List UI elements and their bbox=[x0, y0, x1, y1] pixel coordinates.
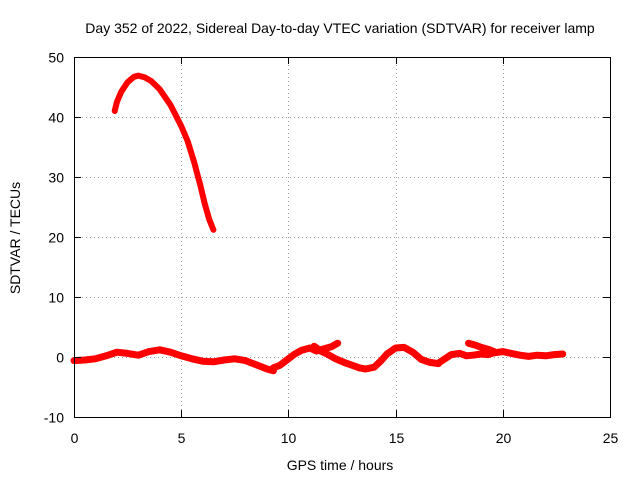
x-axis-ticks: 0 5 10 15 20 25 bbox=[71, 57, 619, 446]
series-line-low-3 bbox=[435, 348, 567, 367]
series-line-arc-high bbox=[111, 72, 217, 233]
data-series bbox=[70, 72, 567, 375]
x-tick-label: 20 bbox=[496, 430, 512, 446]
y-axis-label: SDTVAR / TECUs bbox=[7, 182, 23, 294]
y-tick-label: 50 bbox=[48, 50, 64, 66]
x-tick-label: 25 bbox=[603, 430, 619, 446]
chart-title: Day 352 of 2022, Sidereal Day-to-day VTE… bbox=[85, 20, 595, 36]
x-tick-label: 0 bbox=[71, 430, 79, 446]
y-tick-label: 40 bbox=[48, 110, 64, 126]
x-tick-label: 5 bbox=[178, 430, 186, 446]
series-line-low-0 bbox=[70, 346, 277, 375]
x-tick-label: 10 bbox=[281, 430, 297, 446]
y-tick-label: 30 bbox=[48, 170, 64, 186]
y-tick-label: 10 bbox=[48, 290, 64, 306]
series-line-low-2 bbox=[310, 342, 442, 373]
x-axis-label: GPS time / hours bbox=[287, 457, 394, 473]
series-line-low-1 bbox=[269, 339, 342, 372]
y-tick-label: 0 bbox=[56, 350, 64, 366]
series-line-low-4 bbox=[465, 339, 498, 356]
grid-lines bbox=[74, 57, 610, 417]
x-tick-label: 15 bbox=[389, 430, 405, 446]
y-tick-label: 20 bbox=[48, 230, 64, 246]
y-tick-label: -10 bbox=[44, 410, 64, 426]
y-axis-ticks: -10 0 10 20 30 40 50 bbox=[44, 50, 610, 426]
